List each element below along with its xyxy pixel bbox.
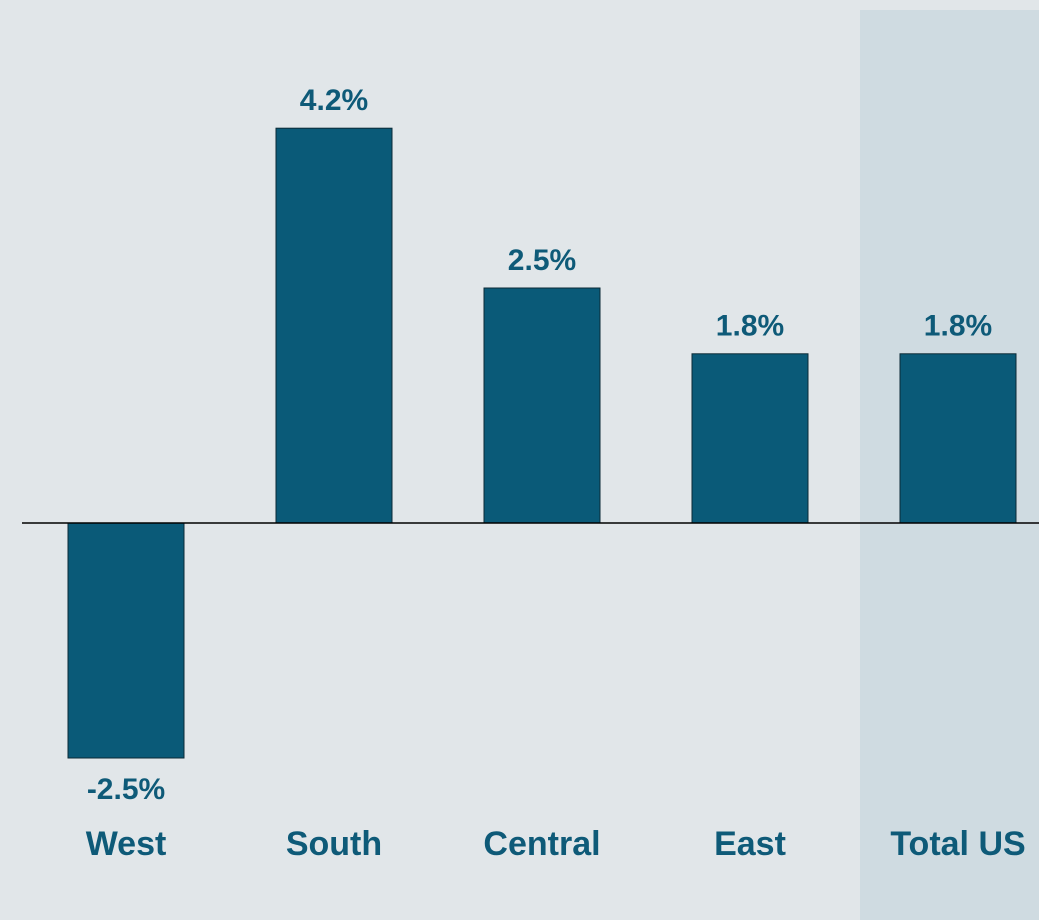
value-label: -2.5% — [87, 773, 165, 806]
bar — [483, 287, 601, 524]
value-label: 1.8% — [716, 310, 784, 343]
bar — [899, 353, 1017, 524]
category-label: East — [714, 825, 786, 863]
value-label: 1.8% — [924, 310, 992, 343]
category-label: Central — [483, 825, 600, 863]
value-label: 4.2% — [300, 84, 368, 117]
bar — [67, 522, 185, 759]
category-label: Total US — [890, 825, 1025, 863]
value-label: 2.5% — [508, 244, 576, 277]
category-label: South — [286, 825, 382, 863]
category-label: West — [86, 825, 167, 863]
bar — [691, 353, 809, 524]
bar — [275, 127, 393, 524]
